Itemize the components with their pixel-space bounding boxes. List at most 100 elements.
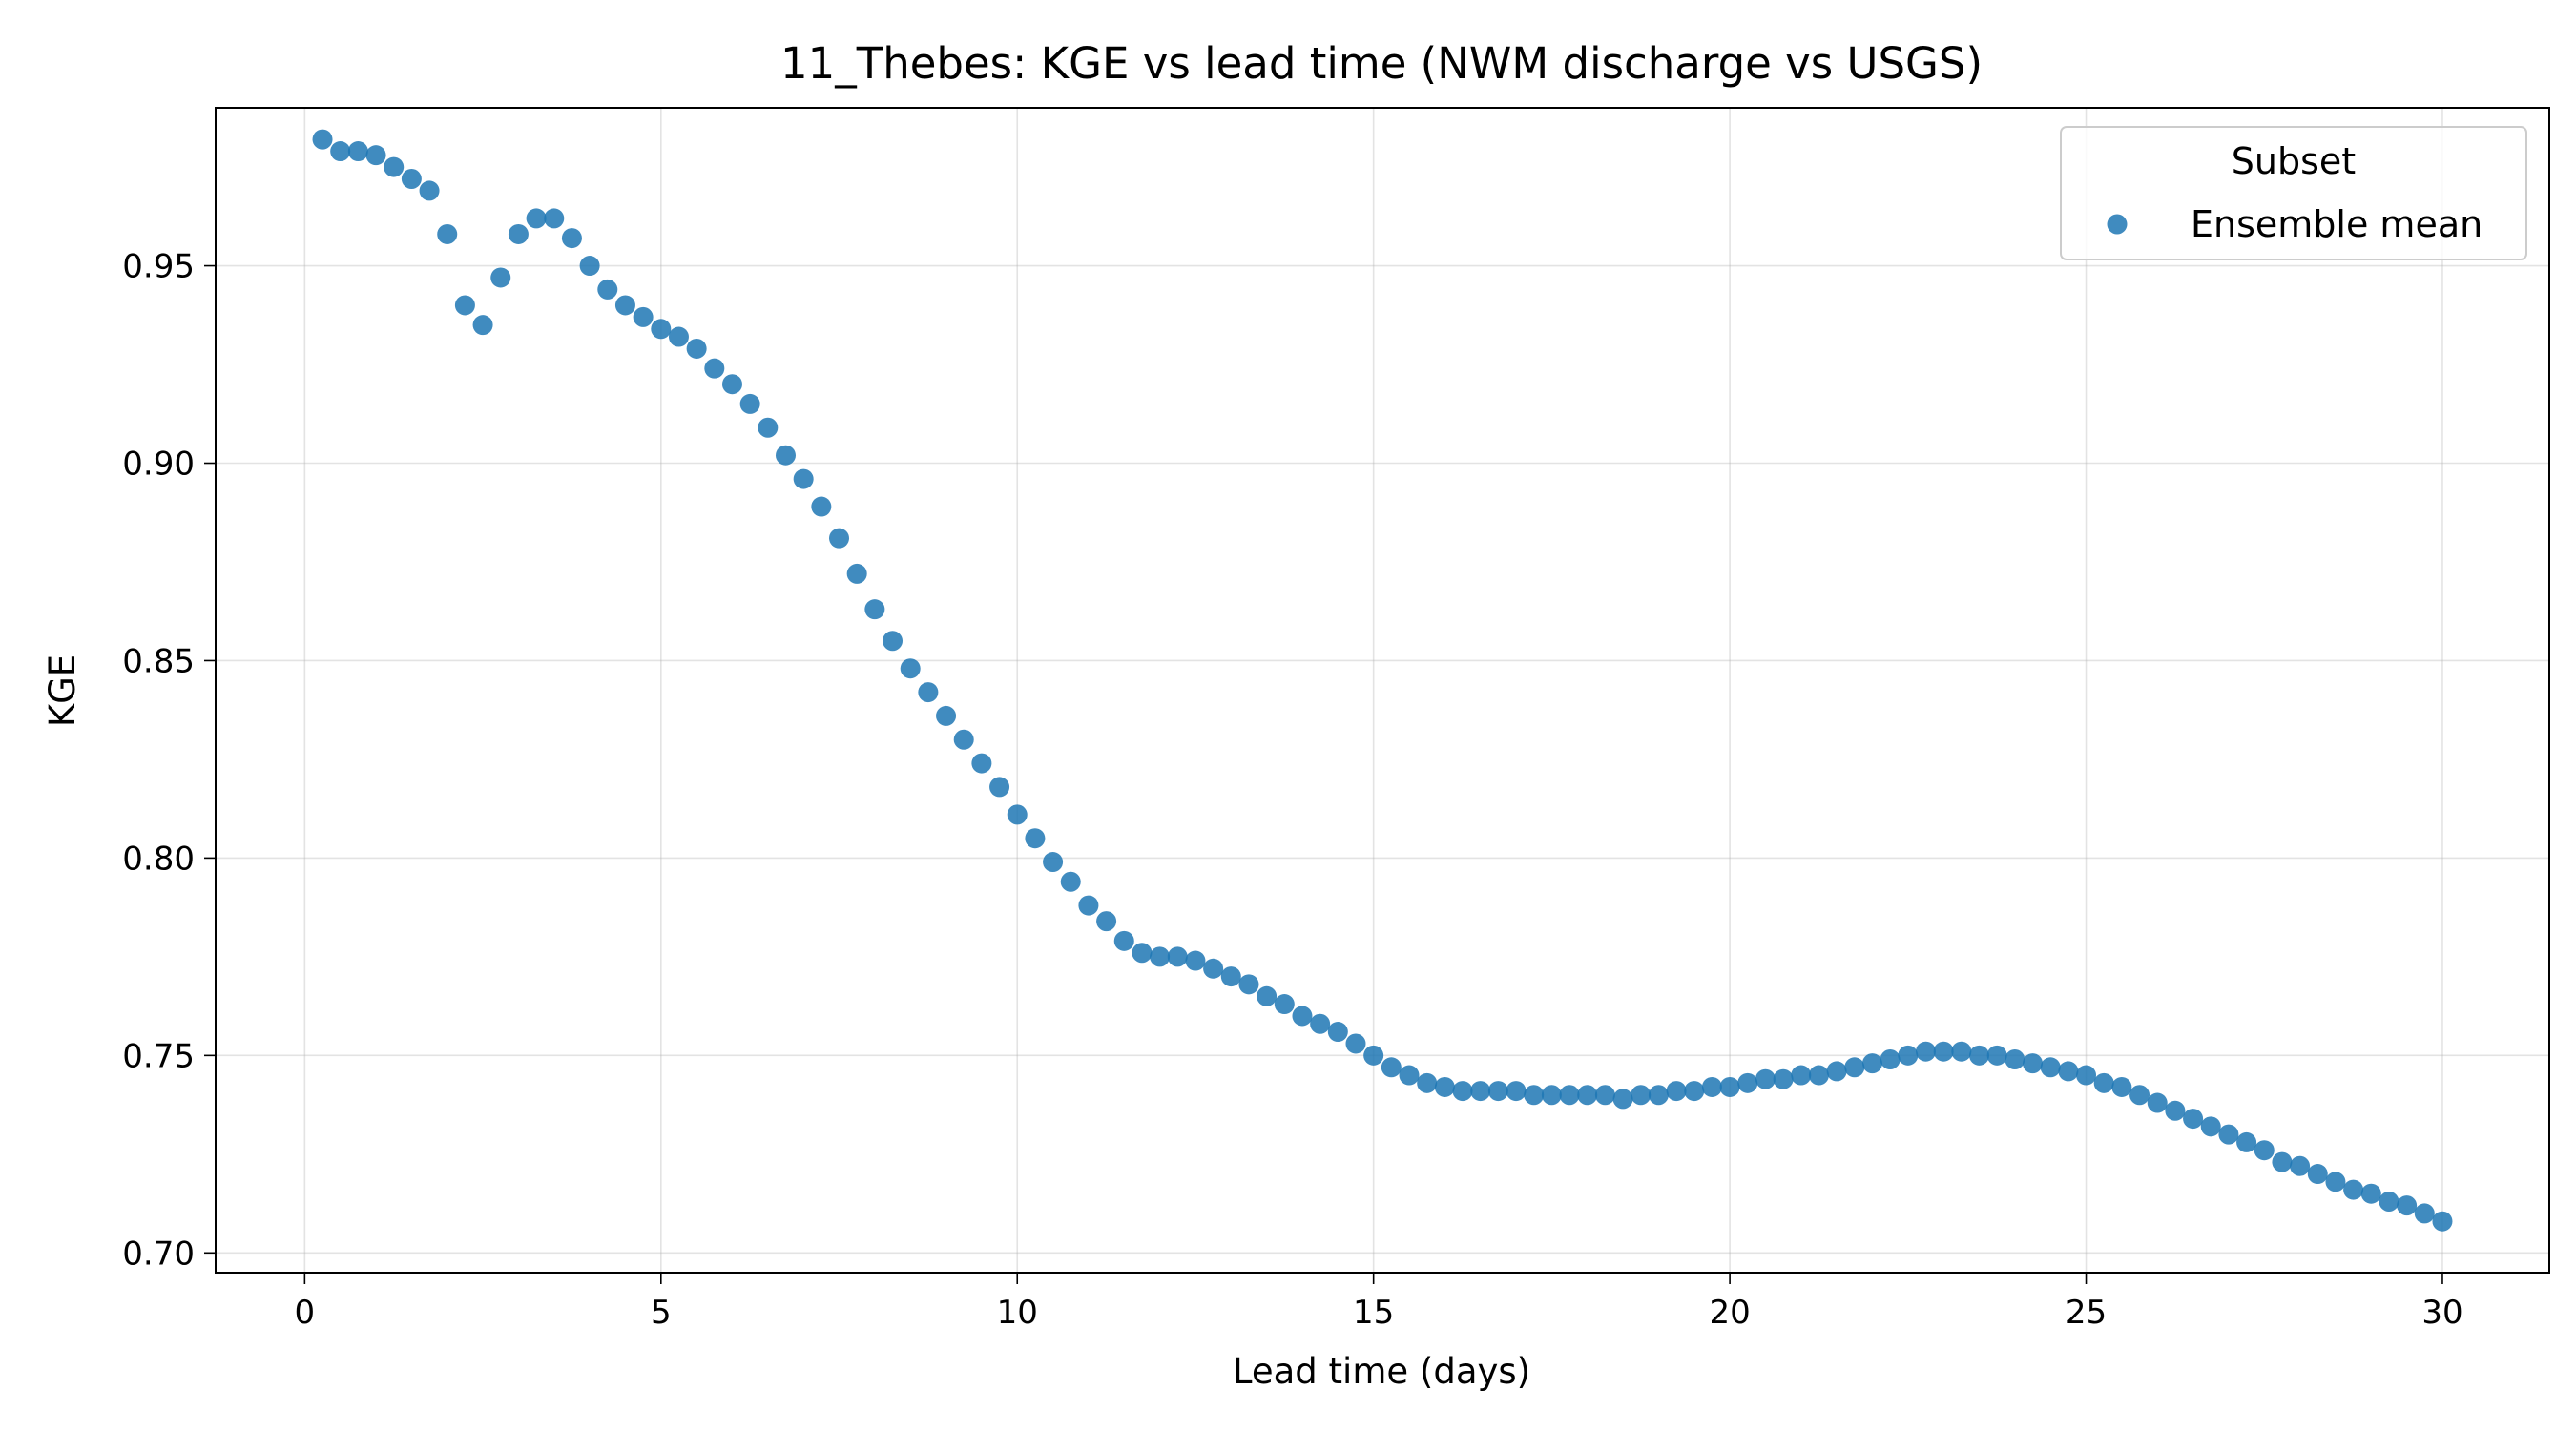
- data-point: [1043, 852, 1064, 873]
- data-point: [2236, 1131, 2257, 1152]
- data-point: [2129, 1085, 2150, 1106]
- data-point: [2183, 1109, 2204, 1130]
- data-point: [1933, 1041, 1954, 1062]
- data-point: [401, 169, 422, 190]
- data-point: [1060, 871, 1081, 892]
- x-tick-label: 0: [295, 1294, 316, 1332]
- data-point: [1150, 946, 1171, 967]
- data-point: [1861, 1053, 1882, 1074]
- data-point: [1506, 1081, 1527, 1102]
- y-tick-label: 0.80: [122, 840, 195, 878]
- data-point: [614, 295, 635, 316]
- data-point: [2147, 1092, 2168, 1113]
- x-axis-label: Lead time (days): [1233, 1351, 1530, 1392]
- data-point: [1684, 1081, 1705, 1102]
- data-point: [1880, 1048, 1901, 1069]
- data-point: [1737, 1072, 1758, 1093]
- data-point: [1986, 1045, 2007, 1066]
- data-point: [1969, 1045, 1990, 1066]
- data-point: [1399, 1065, 1420, 1086]
- plot-frame: [215, 107, 2550, 1274]
- data-point: [1452, 1081, 1473, 1102]
- data-point: [1007, 804, 1028, 825]
- data-point: [811, 496, 832, 517]
- x-tick-label: 20: [1709, 1294, 1750, 1332]
- data-point: [1470, 1081, 1491, 1102]
- data-point: [1220, 966, 1241, 987]
- data-point: [775, 445, 796, 466]
- data-point: [918, 682, 939, 703]
- data-point: [864, 599, 885, 620]
- data-point: [1666, 1081, 1687, 1102]
- data-point: [668, 326, 689, 347]
- data-point: [2290, 1155, 2311, 1176]
- y-tick-label: 0.90: [122, 446, 195, 484]
- data-point: [2093, 1072, 2114, 1093]
- legend-entry-label: Ensemble mean: [2191, 203, 2483, 245]
- data-point: [2254, 1140, 2275, 1161]
- data-point: [1826, 1061, 1847, 1082]
- data-point: [900, 658, 921, 679]
- data-point: [526, 208, 547, 229]
- x-tick-label: 10: [997, 1294, 1038, 1332]
- data-point: [347, 141, 368, 162]
- data-point: [2325, 1172, 2346, 1192]
- data-point: [739, 393, 760, 414]
- data-point: [1951, 1041, 1972, 1062]
- data-point: [936, 705, 957, 726]
- y-axis: 0.70 0.75 0.80 0.85 0.90 0.95: [122, 248, 216, 1273]
- data-point: [758, 417, 779, 438]
- data-point: [1292, 1006, 1313, 1027]
- data-point: [2076, 1065, 2097, 1086]
- data-point: [1631, 1085, 1652, 1106]
- data-point: [2379, 1191, 2399, 1212]
- data-point: [793, 468, 814, 489]
- data-point: [561, 228, 582, 249]
- data-point: [1648, 1085, 1669, 1106]
- data-point: [1524, 1085, 1545, 1106]
- data-point: [330, 141, 351, 162]
- data-point: [633, 306, 654, 327]
- x-tick-label: 30: [2421, 1294, 2462, 1332]
- data-point: [1096, 911, 1117, 932]
- data-point: [597, 279, 618, 300]
- data-point: [2414, 1203, 2435, 1224]
- legend-marker: [2107, 214, 2128, 235]
- data-point: [1113, 930, 1134, 951]
- data-point: [1701, 1076, 1722, 1097]
- data-point: [686, 338, 707, 359]
- data-point: [1791, 1065, 1812, 1086]
- data-point: [1487, 1081, 1508, 1102]
- data-point: [721, 374, 742, 395]
- data-point: [2343, 1179, 2364, 1200]
- data-point: [1844, 1057, 1865, 1078]
- data-point: [1185, 950, 1206, 971]
- data-point: [1755, 1068, 1776, 1089]
- data-point: [2165, 1100, 2186, 1121]
- data-point: [989, 777, 1010, 798]
- data-point: [2023, 1053, 2044, 1074]
- data-point: [472, 315, 493, 336]
- data-point: [1541, 1085, 1562, 1106]
- data-point: [2005, 1048, 2025, 1069]
- data-point: [1345, 1033, 1366, 1054]
- data-point: [544, 208, 565, 229]
- data-point: [1417, 1072, 1438, 1093]
- data-point: [384, 156, 405, 177]
- data-point: [2272, 1151, 2293, 1172]
- data-point: [1363, 1045, 1384, 1066]
- legend-title: Subset: [2232, 140, 2356, 182]
- data-point: [829, 528, 850, 549]
- data-points: [312, 129, 2453, 1232]
- x-tick-label: 15: [1353, 1294, 1394, 1332]
- data-point: [1025, 828, 1046, 849]
- data-point: [2360, 1183, 2381, 1204]
- y-tick-label: 0.75: [122, 1037, 195, 1075]
- data-point: [846, 563, 867, 584]
- y-tick-label: 0.70: [122, 1234, 195, 1273]
- data-point: [2307, 1164, 2328, 1185]
- data-point: [454, 295, 475, 316]
- data-point: [490, 267, 511, 288]
- data-point: [971, 753, 992, 774]
